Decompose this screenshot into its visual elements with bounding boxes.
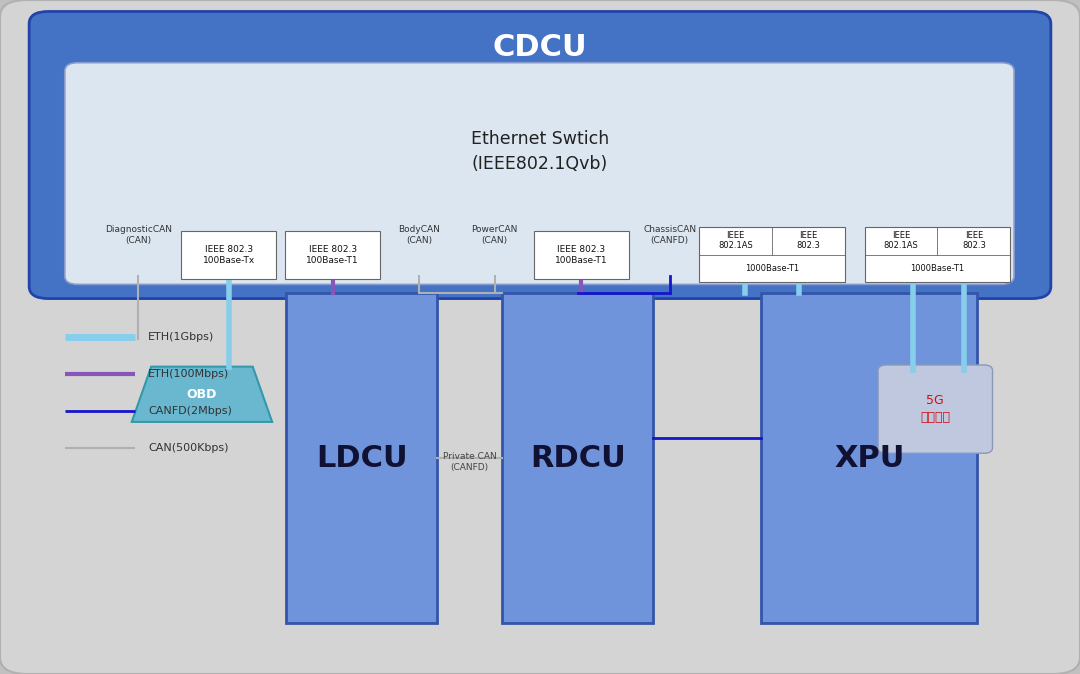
- Text: IEEE
802.3: IEEE 802.3: [797, 231, 821, 251]
- Text: CDCU: CDCU: [492, 32, 588, 62]
- Text: DiagnosticCAN
(CAN): DiagnosticCAN (CAN): [105, 225, 172, 245]
- Text: CAN(500Kbps): CAN(500Kbps): [148, 443, 229, 453]
- Text: 1000Base-T1: 1000Base-T1: [745, 264, 799, 273]
- Text: ChassisCAN
(CANFD): ChassisCAN (CANFD): [643, 225, 697, 245]
- Text: 5G
智能天线: 5G 智能天线: [920, 394, 950, 424]
- Text: IEEE
802.1AS: IEEE 802.1AS: [883, 231, 918, 251]
- Bar: [502, 293, 653, 623]
- Bar: [700, 227, 845, 282]
- FancyBboxPatch shape: [29, 11, 1051, 299]
- Text: IEEE 802.3
100Base-T1: IEEE 802.3 100Base-T1: [307, 245, 359, 265]
- Text: IEEE
802.3: IEEE 802.3: [962, 231, 986, 251]
- Polygon shape: [132, 367, 272, 422]
- Text: Ethernet Swtich
(IEEE802.1Qvb): Ethernet Swtich (IEEE802.1Qvb): [471, 130, 609, 173]
- Bar: [864, 227, 1011, 282]
- FancyBboxPatch shape: [878, 365, 993, 453]
- Bar: [286, 293, 437, 623]
- Text: ETH(1Gbps): ETH(1Gbps): [148, 332, 214, 342]
- Bar: [285, 231, 380, 279]
- Text: BodyCAN
(CAN): BodyCAN (CAN): [399, 225, 440, 245]
- Text: Private CAN
(CANFD): Private CAN (CANFD): [443, 452, 497, 472]
- Text: XPU: XPU: [834, 443, 905, 473]
- Text: IEEE 802.3
100Base-Tx: IEEE 802.3 100Base-Tx: [203, 245, 255, 265]
- Text: CANFD(2Mbps): CANFD(2Mbps): [148, 406, 232, 416]
- Bar: [761, 293, 977, 623]
- Text: OBD: OBD: [187, 388, 217, 401]
- Bar: [534, 231, 629, 279]
- Text: RDCU: RDCU: [530, 443, 625, 473]
- Text: 1000Base-T1: 1000Base-T1: [910, 264, 964, 273]
- Text: ETH(100Mbps): ETH(100Mbps): [148, 369, 229, 379]
- Text: LDCU: LDCU: [316, 443, 407, 473]
- Bar: [181, 231, 276, 279]
- Text: PowerCAN
(CAN): PowerCAN (CAN): [472, 225, 517, 245]
- Text: IEEE 802.3
100Base-T1: IEEE 802.3 100Base-T1: [555, 245, 607, 265]
- Text: IEEE
802.1AS: IEEE 802.1AS: [718, 231, 753, 251]
- FancyBboxPatch shape: [65, 63, 1014, 284]
